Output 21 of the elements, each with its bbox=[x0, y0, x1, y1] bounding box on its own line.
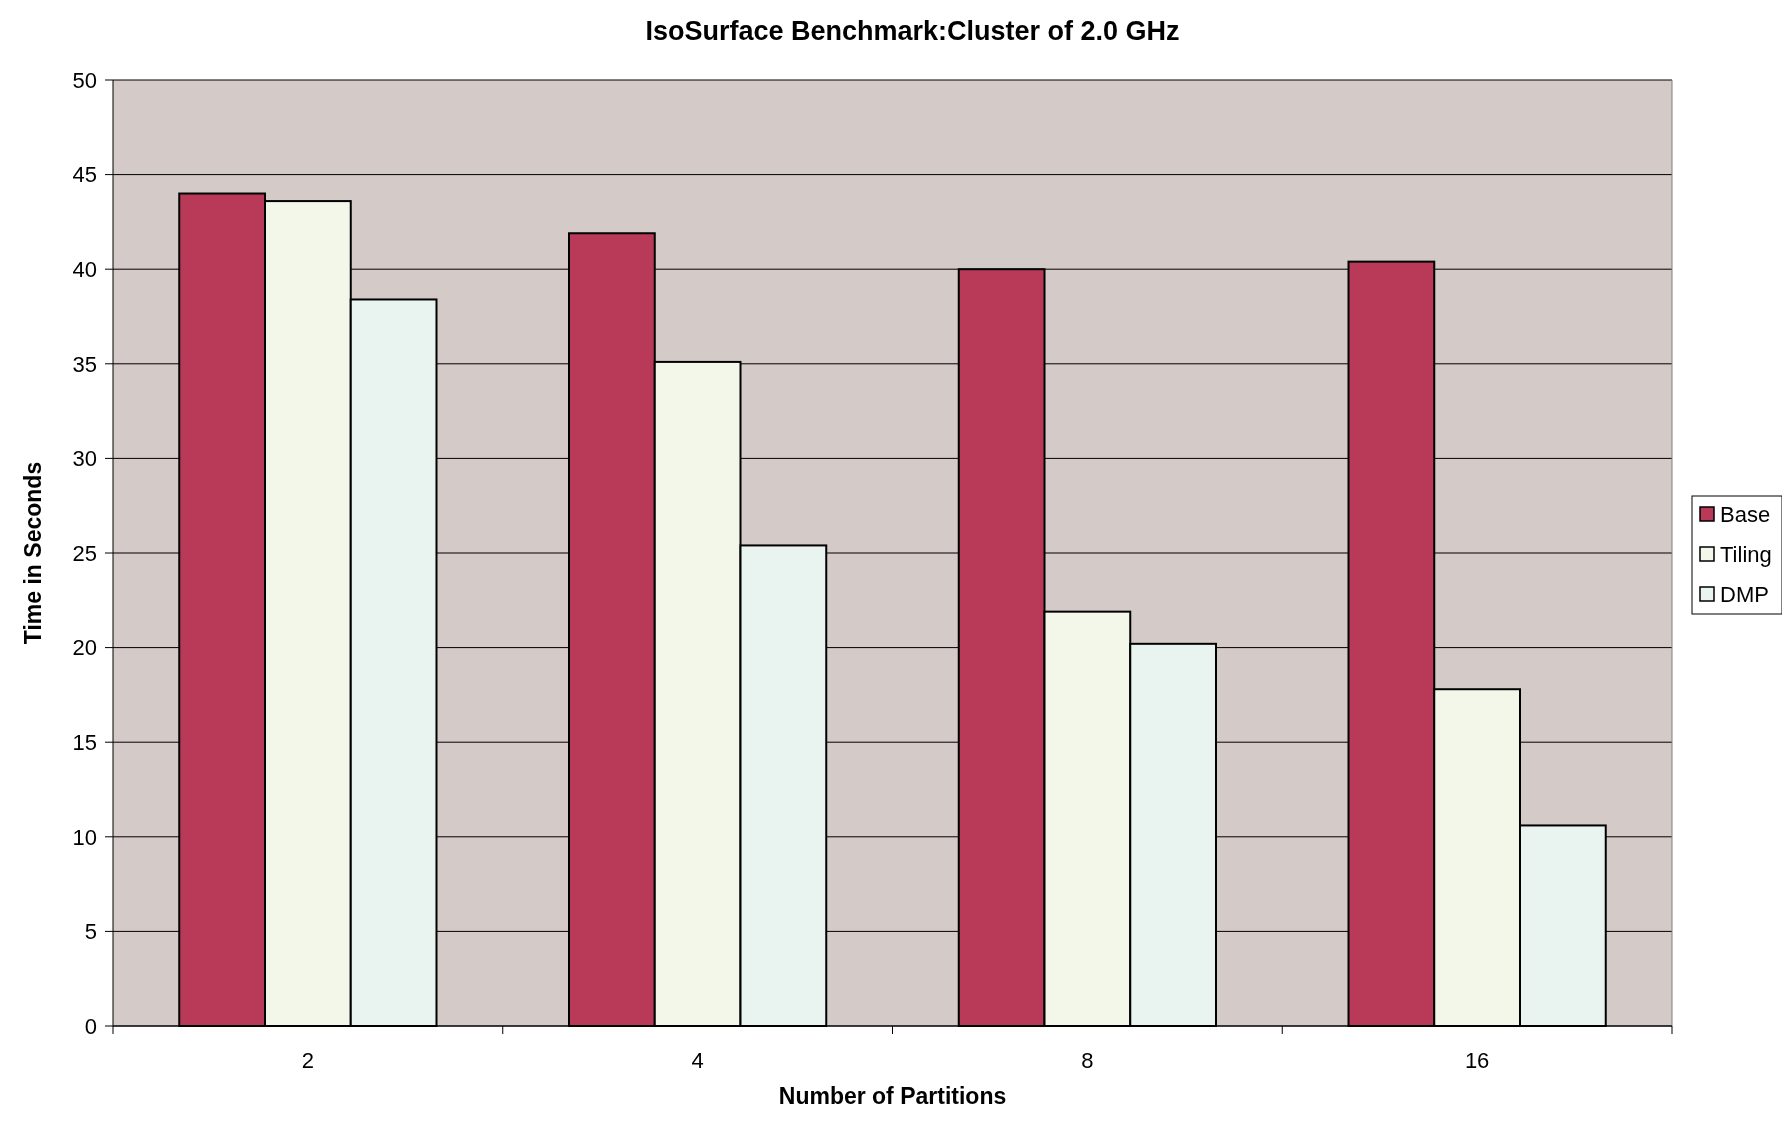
legend-label: Tiling bbox=[1720, 541, 1772, 567]
x-axis-title: Number of Partitions bbox=[778, 1083, 1007, 1109]
y-tick-label: 10 bbox=[72, 824, 97, 850]
y-tick-label: 15 bbox=[72, 729, 97, 755]
y-tick-label: 0 bbox=[84, 1013, 97, 1039]
x-tick-label: 2 bbox=[301, 1048, 314, 1073]
y-tick-label: 35 bbox=[72, 351, 97, 377]
y-tick-label: 50 bbox=[72, 67, 97, 93]
y-tick-label: 40 bbox=[72, 256, 97, 282]
x-tick-label: 4 bbox=[691, 1048, 704, 1073]
y-tick-label: 30 bbox=[72, 446, 97, 472]
legend-label: Base bbox=[1720, 501, 1771, 527]
x-tick-label: 16 bbox=[1464, 1048, 1490, 1073]
x-tick-label: 8 bbox=[1081, 1048, 1094, 1073]
y-tick-label: 25 bbox=[72, 540, 97, 566]
chart-title: IsoSurface Benchmark:Cluster of 2.0 GHz bbox=[645, 16, 1180, 46]
legend-label: DMP bbox=[1720, 581, 1769, 607]
y-tick-label: 5 bbox=[84, 919, 97, 945]
y-axis-title: Time in Seconds bbox=[20, 461, 46, 645]
y-tick-label: 20 bbox=[72, 635, 97, 661]
y-tick-label: 45 bbox=[72, 162, 97, 188]
